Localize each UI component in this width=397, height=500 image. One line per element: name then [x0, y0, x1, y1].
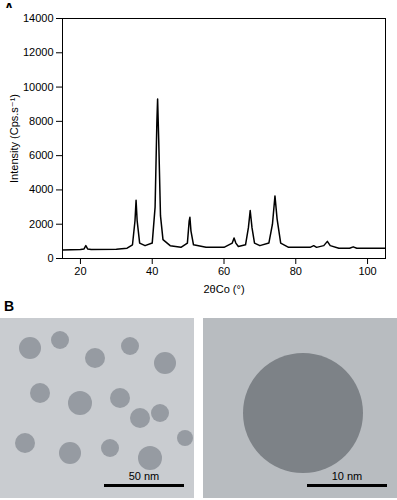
svg-text:80: 80: [290, 265, 302, 277]
svg-text:12000: 12000: [23, 46, 54, 58]
svg-text:10000: 10000: [23, 81, 54, 93]
svg-text:60: 60: [218, 265, 230, 277]
svg-text:50 nm: 50 nm: [129, 470, 160, 482]
svg-text:40: 40: [146, 265, 158, 277]
svg-text:6000: 6000: [29, 149, 53, 161]
svg-text:8000: 8000: [29, 115, 53, 127]
svg-text:20: 20: [74, 265, 86, 277]
svg-text:0: 0: [47, 252, 53, 264]
svg-text:2θCo (°): 2θCo (°): [203, 283, 244, 295]
svg-text:2000: 2000: [29, 218, 53, 230]
svg-text:4000: 4000: [29, 183, 53, 195]
html-text:A: A: [4, 0, 15, 16]
svg-text:100: 100: [358, 265, 376, 277]
html-text:B: B: [4, 298, 15, 314]
svg-text:14000: 14000: [23, 12, 54, 24]
svg-text:10 nm: 10 nm: [332, 470, 363, 482]
svg-text:Intensity (Cps.s⁻¹): Intensity (Cps.s⁻¹): [8, 94, 20, 183]
